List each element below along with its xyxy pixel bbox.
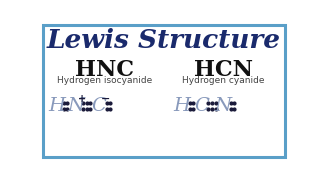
Text: C: C [194, 97, 209, 115]
Text: C: C [92, 97, 106, 115]
Text: −: − [100, 94, 110, 104]
Text: +: + [78, 94, 86, 104]
Text: H: H [173, 97, 190, 115]
Text: Hydrogen isocyanide: Hydrogen isocyanide [57, 76, 152, 85]
FancyBboxPatch shape [43, 25, 285, 157]
Text: Lewis Structure: Lewis Structure [47, 28, 281, 53]
Text: HNC: HNC [75, 59, 134, 81]
Text: Hydrogen cyanide: Hydrogen cyanide [182, 76, 265, 85]
Text: N: N [67, 97, 84, 115]
Text: N: N [214, 97, 231, 115]
Text: H: H [49, 97, 66, 115]
Text: HCN: HCN [194, 59, 253, 81]
